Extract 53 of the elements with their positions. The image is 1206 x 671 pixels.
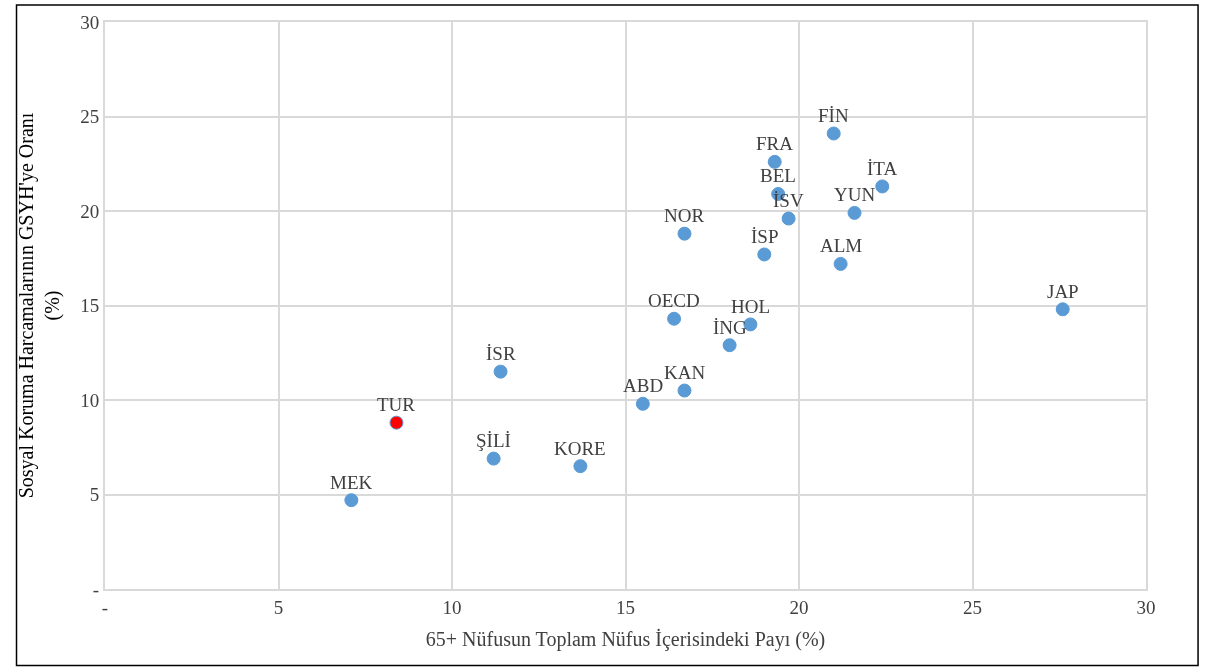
y-tick-label: 30 [80, 11, 100, 33]
annotation: MEK [330, 472, 373, 493]
x-tick-label: 25 [963, 596, 982, 618]
annotation: İSV [773, 190, 804, 211]
point [833, 256, 848, 271]
annotation: TUR [377, 394, 416, 415]
annotation: ABD [623, 375, 664, 396]
y-axis-title: Sosyal Koruma Harcamalarının GSYH'ye Oranı (%) [15, 112, 65, 499]
point [677, 383, 692, 398]
x-axis-title: 65+ Nüfusun Toplam Nüfus İçerisindeki Payı (%) [425, 627, 826, 651]
x-tick-label: 15 [616, 596, 635, 618]
annotation: İSR [486, 343, 516, 364]
y-tick-label: - [92, 578, 100, 600]
y-tick-label: 5 [89, 484, 100, 506]
y-tick-label: 10 [80, 389, 100, 411]
annotation: NOR [664, 205, 705, 226]
point [875, 179, 890, 194]
point [389, 415, 404, 430]
point [573, 459, 588, 474]
annotation: İNG [713, 317, 748, 338]
x-tick-label: 5 [273, 596, 284, 618]
x-tick-label: 30 [1136, 596, 1156, 618]
annotation: JAP [1047, 281, 1079, 302]
annotation: ALM [820, 235, 863, 256]
point [667, 311, 682, 326]
point [344, 493, 359, 508]
y-tick-label: 25 [80, 106, 100, 128]
point [757, 247, 772, 262]
annotation: BEL [760, 165, 796, 186]
point [486, 451, 501, 466]
annotation: ŞİLİ [476, 430, 511, 451]
annotation: FİN [818, 105, 849, 126]
annotation: FRA [756, 133, 794, 154]
point [847, 205, 862, 220]
annotation: İTA [867, 158, 898, 179]
point [767, 154, 782, 169]
annotation: İSP [751, 226, 779, 247]
point [722, 338, 737, 353]
point [781, 211, 796, 226]
x-tick-label: 10 [442, 596, 462, 618]
y-tick-label: 20 [80, 200, 100, 222]
annotation: YUN [834, 184, 876, 205]
annotation: KORE [554, 438, 606, 459]
annotation: KAN [664, 362, 706, 383]
point [493, 364, 508, 379]
point [635, 396, 650, 411]
annotation: OECD [648, 290, 700, 311]
point [826, 126, 841, 141]
point [1055, 302, 1070, 317]
annotation: HOL [731, 296, 771, 317]
x-tick-label: 20 [789, 596, 809, 618]
point [677, 226, 692, 241]
y-tick-label: 15 [80, 295, 100, 317]
